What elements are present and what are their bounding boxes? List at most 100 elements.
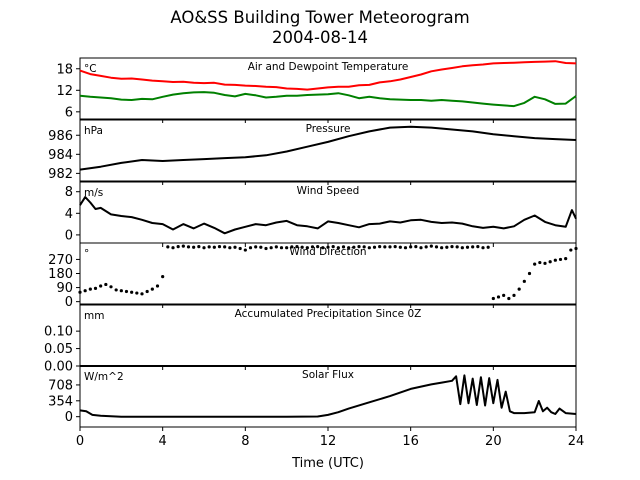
- data-point-wind_direction: [176, 244, 180, 249]
- y-tick-label-temperature: 12: [56, 84, 73, 99]
- y-tick-label-wind_direction: 90: [56, 281, 73, 296]
- y-tick-label-wind_direction: 0: [65, 295, 73, 310]
- panel-title-pressure: Pressure: [306, 123, 351, 135]
- panel-title-wind_direction: Wind Direction: [289, 246, 366, 258]
- data-point-wind_direction: [455, 245, 459, 249]
- data-point-wind_direction: [553, 258, 557, 262]
- data-point-wind_direction: [445, 245, 449, 249]
- data-point-wind_direction: [507, 296, 511, 301]
- y-tick-label-wind_direction: 180: [48, 267, 73, 282]
- data-point-wind_direction: [78, 290, 82, 294]
- y-tick-label-pressure: 982: [48, 167, 73, 182]
- data-point-wind_direction: [305, 246, 309, 250]
- data-point-wind_direction: [564, 257, 568, 261]
- data-point-wind_direction: [217, 244, 222, 249]
- data-point-wind_direction: [517, 287, 521, 291]
- data-point-wind_direction: [223, 245, 227, 249]
- data-point-wind_direction: [352, 245, 356, 249]
- x-tick-label: 8: [241, 434, 249, 449]
- data-point-wind_direction: [403, 246, 408, 250]
- data-point-wind_direction: [326, 245, 330, 249]
- unit-label-precipitation: mm: [84, 310, 104, 322]
- data-point-wind_direction: [155, 284, 160, 288]
- data-point-wind_direction: [212, 245, 216, 249]
- data-point-wind_direction: [362, 245, 366, 249]
- y-tick-label-precipitation: 0.00: [44, 360, 73, 375]
- y-tick-label-wind_direction: 270: [48, 253, 73, 268]
- data-point-wind_direction: [192, 245, 196, 249]
- y-tick-label-temperature: 18: [56, 62, 73, 77]
- data-point-wind_direction: [388, 245, 392, 249]
- panel-title-temperature: Air and Dewpoint Temperature: [248, 61, 409, 73]
- data-point-wind_direction: [238, 246, 242, 251]
- data-point-wind_direction: [357, 244, 361, 249]
- data-point-wind_direction: [243, 248, 247, 252]
- data-point-wind_direction: [450, 244, 454, 249]
- data-point-wind_direction: [347, 246, 351, 250]
- data-point-wind_direction: [228, 246, 232, 250]
- figure-title: AO&SS Building Tower Meteorogram: [170, 8, 470, 27]
- data-point-wind_direction: [336, 246, 340, 250]
- x-tick-label: 16: [402, 434, 419, 449]
- unit-label-wind_direction: °: [84, 248, 89, 260]
- data-point-wind_direction: [119, 289, 123, 293]
- x-tick-label: 20: [485, 434, 502, 449]
- data-point-wind_direction: [512, 293, 516, 297]
- data-point-wind_direction: [398, 245, 402, 249]
- data-point-wind_direction: [171, 246, 175, 250]
- data-point-wind_direction: [130, 290, 134, 294]
- x-tick-label: 24: [568, 434, 585, 449]
- data-point-wind_direction: [254, 245, 258, 249]
- panel-title-precipitation: Accumulated Precipitation Since 0Z: [235, 308, 422, 320]
- data-point-wind_direction: [109, 285, 113, 289]
- data-point-wind_direction: [440, 246, 444, 250]
- data-point-wind_direction: [393, 244, 397, 249]
- data-point-wind_direction: [248, 246, 253, 250]
- data-point-wind_direction: [207, 245, 211, 249]
- data-point-wind_direction: [150, 287, 154, 291]
- panel-title-solar_flux: Solar Flux: [302, 369, 354, 381]
- data-point-wind_direction: [548, 260, 552, 264]
- data-point-wind_direction: [527, 271, 532, 276]
- data-point-wind_direction: [300, 245, 304, 249]
- data-point-wind_direction: [372, 245, 377, 249]
- data-point-wind_direction: [135, 291, 139, 295]
- data-point-wind_direction: [491, 296, 495, 301]
- data-point-wind_direction: [471, 245, 475, 249]
- data-point-wind_direction: [290, 245, 294, 249]
- unit-label-wind_speed: m/s: [84, 187, 103, 199]
- x-tick-label: 4: [159, 434, 167, 449]
- data-point-wind_direction: [486, 245, 490, 249]
- unit-label-solar_flux: W/m^2: [84, 371, 124, 383]
- data-point-wind_direction: [538, 260, 542, 265]
- data-point-wind_direction: [88, 287, 92, 291]
- data-point-wind_direction: [574, 246, 578, 251]
- data-point-wind_direction: [269, 246, 273, 250]
- data-point-wind_direction: [378, 244, 382, 249]
- figure-subtitle: 2004-08-14: [272, 28, 368, 47]
- data-point-wind_direction: [279, 246, 284, 250]
- data-point-wind_direction: [569, 248, 573, 252]
- y-tick-label-wind_speed: 8: [65, 185, 73, 200]
- data-point-wind_direction: [367, 246, 371, 250]
- data-point-wind_direction: [99, 284, 103, 288]
- series-line-temperature-0: [79, 60, 577, 91]
- data-point-wind_direction: [316, 244, 320, 249]
- data-point-wind_direction: [341, 245, 346, 249]
- data-point-wind_direction: [202, 246, 206, 250]
- data-point-wind_direction: [429, 244, 433, 248]
- y-tick-label-temperature: 6: [65, 105, 73, 120]
- data-point-wind_direction: [383, 245, 387, 249]
- data-point-wind_direction: [533, 262, 537, 266]
- y-tick-label-wind_speed: 4: [65, 207, 73, 222]
- data-point-wind_direction: [543, 261, 547, 265]
- data-point-wind_direction: [124, 289, 129, 294]
- data-point-wind_direction: [114, 288, 118, 292]
- data-point-wind_direction: [496, 295, 501, 299]
- data-point-wind_direction: [424, 245, 428, 249]
- y-tick-label-solar_flux: 354: [48, 394, 73, 409]
- data-point-wind_direction: [310, 245, 315, 249]
- data-point-wind_direction: [419, 246, 423, 250]
